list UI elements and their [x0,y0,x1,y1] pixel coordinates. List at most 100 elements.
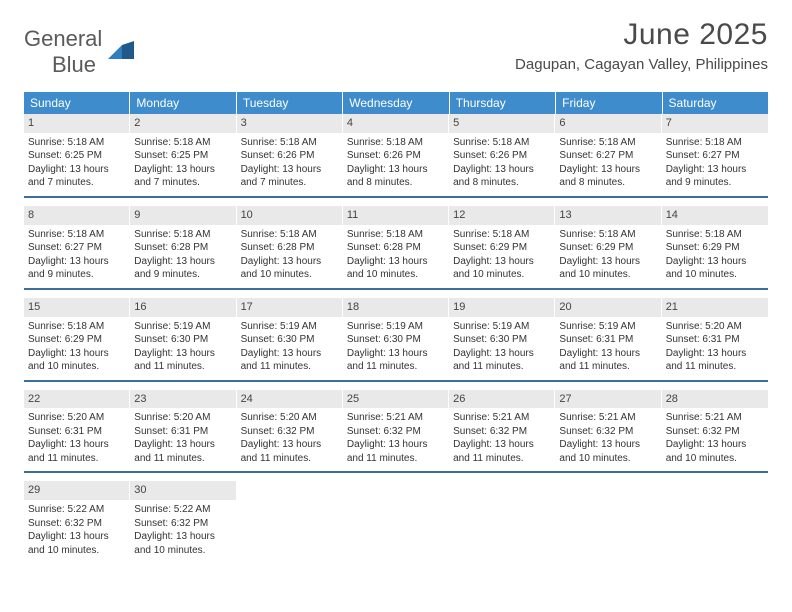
sunset-line: Sunset: 6:27 PM [559,149,657,163]
day-number: 22 [24,390,130,409]
day-body: Sunrise: 5:19 AMSunset: 6:30 PMDaylight:… [237,317,343,376]
sunset-line: Sunset: 6:29 PM [28,333,126,347]
day-cell: 7Sunrise: 5:18 AMSunset: 6:27 PMDaylight… [662,114,768,196]
sunrise-line: Sunrise: 5:19 AM [559,320,657,334]
day-number: 15 [24,298,130,317]
sunrise-line: Sunrise: 5:18 AM [134,228,232,242]
day-number: 13 [555,206,661,225]
sunrise-line: Sunrise: 5:18 AM [559,136,657,150]
sunrise-line: Sunrise: 5:18 AM [559,228,657,242]
sunrise-line: Sunrise: 5:18 AM [134,136,232,150]
day-cell: 25Sunrise: 5:21 AMSunset: 6:32 PMDayligh… [343,390,449,472]
day-body: Sunrise: 5:19 AMSunset: 6:31 PMDaylight:… [555,317,661,376]
day-number: 6 [555,114,661,133]
day-cell: 23Sunrise: 5:20 AMSunset: 6:31 PMDayligh… [130,390,236,472]
sunrise-line: Sunrise: 5:21 AM [559,411,657,425]
daylight-line: Daylight: 13 hours and 10 minutes. [28,347,126,374]
empty-cell [555,481,661,563]
day-cell: 5Sunrise: 5:18 AMSunset: 6:26 PMDaylight… [449,114,555,196]
sunset-line: Sunset: 6:26 PM [241,149,339,163]
sunrise-line: Sunrise: 5:18 AM [666,228,764,242]
sunrise-line: Sunrise: 5:19 AM [347,320,445,334]
day-body: Sunrise: 5:21 AMSunset: 6:32 PMDaylight:… [662,408,768,467]
day-cell: 29Sunrise: 5:22 AMSunset: 6:32 PMDayligh… [24,481,130,563]
day-number: 27 [555,390,661,409]
day-body: Sunrise: 5:21 AMSunset: 6:32 PMDaylight:… [343,408,449,467]
sunset-line: Sunset: 6:32 PM [134,517,232,531]
week-gap [24,382,768,390]
day-body: Sunrise: 5:18 AMSunset: 6:26 PMDaylight:… [449,133,555,192]
sunset-line: Sunset: 6:25 PM [28,149,126,163]
daylight-line: Daylight: 13 hours and 10 minutes. [28,530,126,557]
day-body: Sunrise: 5:18 AMSunset: 6:26 PMDaylight:… [343,133,449,192]
sunset-line: Sunset: 6:32 PM [28,517,126,531]
day-number: 21 [662,298,768,317]
day-number: 10 [237,206,343,225]
sunrise-line: Sunrise: 5:21 AM [666,411,764,425]
daylight-line: Daylight: 13 hours and 10 minutes. [559,255,657,282]
day-body: Sunrise: 5:18 AMSunset: 6:28 PMDaylight:… [130,225,236,284]
day-body: Sunrise: 5:22 AMSunset: 6:32 PMDaylight:… [24,500,130,559]
sunrise-line: Sunrise: 5:19 AM [241,320,339,334]
day-number: 11 [343,206,449,225]
sunset-line: Sunset: 6:26 PM [347,149,445,163]
day-cell: 18Sunrise: 5:19 AMSunset: 6:30 PMDayligh… [343,298,449,380]
day-cell: 1Sunrise: 5:18 AMSunset: 6:25 PMDaylight… [24,114,130,196]
sunrise-line: Sunrise: 5:18 AM [347,228,445,242]
day-cell: 26Sunrise: 5:21 AMSunset: 6:32 PMDayligh… [449,390,555,472]
sunset-line: Sunset: 6:28 PM [134,241,232,255]
daylight-line: Daylight: 13 hours and 10 minutes. [241,255,339,282]
daylight-line: Daylight: 13 hours and 10 minutes. [666,255,764,282]
day-body: Sunrise: 5:20 AMSunset: 6:32 PMDaylight:… [237,408,343,467]
day-number: 1 [24,114,130,133]
week-gap [24,198,768,206]
month-title: June 2025 [515,18,768,52]
logo: General Blue [24,26,136,78]
dow-cell: Saturday [663,92,768,114]
sunset-line: Sunset: 6:28 PM [347,241,445,255]
daylight-line: Daylight: 13 hours and 11 minutes. [347,347,445,374]
day-number: 2 [130,114,236,133]
daylight-line: Daylight: 13 hours and 10 minutes. [666,438,764,465]
daylight-line: Daylight: 13 hours and 8 minutes. [347,163,445,190]
daylight-line: Daylight: 13 hours and 9 minutes. [134,255,232,282]
day-number: 26 [449,390,555,409]
sunrise-line: Sunrise: 5:19 AM [453,320,551,334]
week-row: 1Sunrise: 5:18 AMSunset: 6:25 PMDaylight… [24,114,768,198]
sunrise-line: Sunrise: 5:18 AM [28,320,126,334]
location: Dagupan, Cagayan Valley, Philippines [515,56,768,73]
sunset-line: Sunset: 6:26 PM [453,149,551,163]
sunset-line: Sunset: 6:29 PM [666,241,764,255]
day-body: Sunrise: 5:18 AMSunset: 6:28 PMDaylight:… [343,225,449,284]
sunset-line: Sunset: 6:30 PM [241,333,339,347]
day-cell: 13Sunrise: 5:18 AMSunset: 6:29 PMDayligh… [555,206,661,288]
day-number: 18 [343,298,449,317]
day-number: 12 [449,206,555,225]
sunset-line: Sunset: 6:32 PM [241,425,339,439]
day-number: 8 [24,206,130,225]
sunset-line: Sunset: 6:31 PM [28,425,126,439]
day-cell: 12Sunrise: 5:18 AMSunset: 6:29 PMDayligh… [449,206,555,288]
week-row: 29Sunrise: 5:22 AMSunset: 6:32 PMDayligh… [24,481,768,563]
header: General Blue June 2025 Dagupan, Cagayan … [0,0,792,86]
sunrise-line: Sunrise: 5:21 AM [453,411,551,425]
day-cell: 9Sunrise: 5:18 AMSunset: 6:28 PMDaylight… [130,206,236,288]
sunrise-line: Sunrise: 5:20 AM [241,411,339,425]
title-block: June 2025 Dagupan, Cagayan Valley, Phili… [515,18,768,73]
daylight-line: Daylight: 13 hours and 11 minutes. [453,438,551,465]
daylight-line: Daylight: 13 hours and 11 minutes. [241,347,339,374]
day-number: 25 [343,390,449,409]
day-body: Sunrise: 5:18 AMSunset: 6:25 PMDaylight:… [130,133,236,192]
daylight-line: Daylight: 13 hours and 10 minutes. [347,255,445,282]
dow-cell: Thursday [450,92,556,114]
sunrise-line: Sunrise: 5:22 AM [134,503,232,517]
sunset-line: Sunset: 6:32 PM [666,425,764,439]
sunset-line: Sunset: 6:31 PM [559,333,657,347]
week-row: 15Sunrise: 5:18 AMSunset: 6:29 PMDayligh… [24,298,768,382]
day-body: Sunrise: 5:21 AMSunset: 6:32 PMDaylight:… [449,408,555,467]
day-body: Sunrise: 5:18 AMSunset: 6:28 PMDaylight:… [237,225,343,284]
daylight-line: Daylight: 13 hours and 9 minutes. [666,163,764,190]
day-number: 9 [130,206,236,225]
day-cell: 6Sunrise: 5:18 AMSunset: 6:27 PMDaylight… [555,114,661,196]
calendar: SundayMondayTuesdayWednesdayThursdayFrid… [24,92,768,563]
